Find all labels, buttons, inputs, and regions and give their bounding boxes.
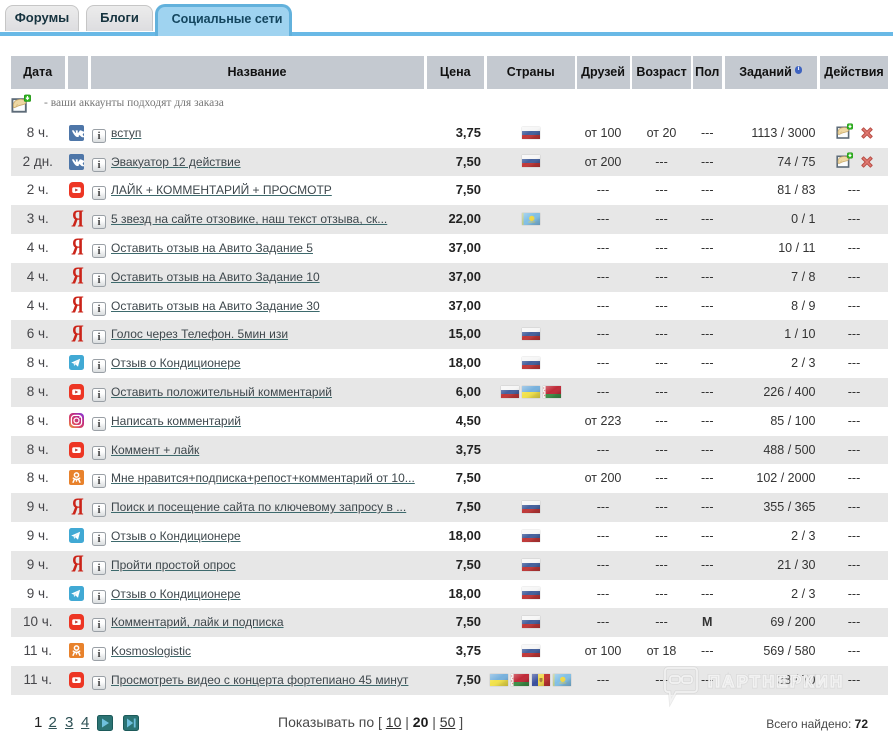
svg-text:Я: Я	[71, 324, 83, 344]
svg-text:Я: Я	[71, 554, 83, 574]
svg-text:Я: Я	[71, 497, 83, 517]
svg-text:Я: Я	[71, 237, 83, 257]
svg-text:Я: Я	[71, 209, 83, 229]
svg-text:Я: Я	[71, 295, 83, 315]
svg-text:Я: Я	[71, 266, 83, 286]
